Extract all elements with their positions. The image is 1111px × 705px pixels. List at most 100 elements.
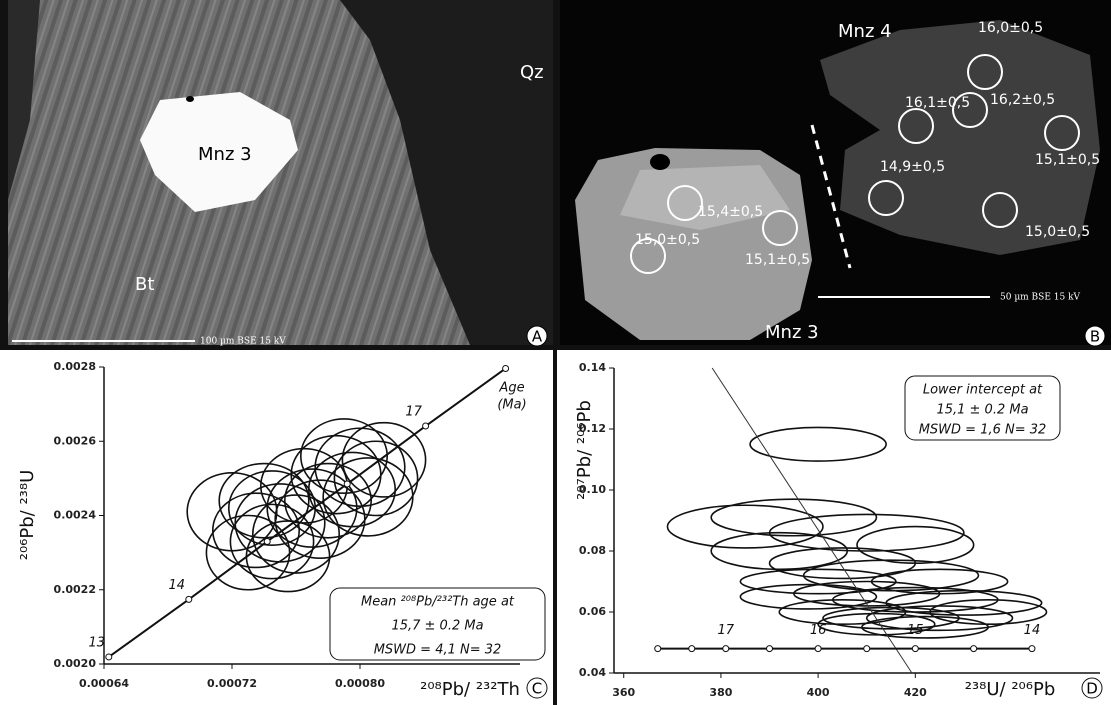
age-axis-title: Age xyxy=(498,381,524,396)
mineral-label: Mnz 3 xyxy=(198,144,252,165)
analysis-spot xyxy=(898,108,934,144)
x-tick-label: 0.00072 xyxy=(207,677,257,690)
analysis-spot xyxy=(630,238,666,274)
x-tick-label: 360 xyxy=(612,686,635,699)
error-ellipse xyxy=(212,492,301,569)
analysis-spot xyxy=(762,210,798,246)
error-ellipse xyxy=(341,421,427,498)
error-ellipse xyxy=(322,457,414,537)
y-tick-label: 0.12 xyxy=(579,422,606,435)
error-ellipse xyxy=(666,504,824,549)
age-label: 16 xyxy=(810,623,827,638)
error-ellipse xyxy=(299,418,388,495)
age-marker xyxy=(766,645,774,653)
error-ellipse xyxy=(749,426,887,462)
age-marker xyxy=(814,645,822,653)
spot-age: 15,0±0,5 xyxy=(1025,224,1090,240)
y-tick-label: 0.06 xyxy=(579,605,606,618)
error-ellipse xyxy=(778,598,907,625)
age-marker xyxy=(343,480,351,488)
y-tick-label: 0.0024 xyxy=(54,509,97,522)
error-ellipse xyxy=(252,494,341,574)
age-label: 15 xyxy=(907,623,924,638)
error-ellipse xyxy=(205,514,291,591)
age-marker xyxy=(970,645,978,653)
age-label: 17 xyxy=(405,405,422,420)
error-ellipse xyxy=(739,583,878,610)
y-tick-label: 0.0022 xyxy=(54,583,96,596)
x-tick-label: 400 xyxy=(807,686,830,699)
annotation: MSWD = 4,1 N= 32 xyxy=(374,643,502,658)
panel-badge xyxy=(1084,325,1106,347)
error-ellipse xyxy=(218,462,310,539)
panel-badge xyxy=(526,325,548,347)
spot-age: 16,0±0,5 xyxy=(978,20,1043,36)
error-ellipse xyxy=(710,531,849,571)
x-tick-label: 380 xyxy=(709,686,732,699)
age-marker xyxy=(688,645,696,653)
panel-badge xyxy=(1081,677,1103,699)
x-tick-label: 0.00080 xyxy=(335,677,385,690)
mineral-label: Qz xyxy=(520,62,544,83)
error-ellipse xyxy=(333,440,419,517)
error-ellipse xyxy=(229,503,315,580)
panel-label: B xyxy=(1090,328,1100,346)
error-ellipse xyxy=(929,598,1048,625)
spot-age: 15,1±0,5 xyxy=(745,252,810,268)
age-label: 14 xyxy=(169,578,186,593)
panel-label: C xyxy=(532,680,542,698)
age-marker xyxy=(105,653,113,661)
age-marker xyxy=(502,364,510,372)
scale-bar-label: 100 µm BSE 15 kV xyxy=(200,337,286,347)
y-tick-label: 0.0026 xyxy=(54,434,97,447)
panel-b-image xyxy=(560,0,1111,345)
annotation: Mean ²⁰⁸Pb/²³²Th age at xyxy=(361,595,515,610)
discordia-line xyxy=(711,367,913,674)
age-marker xyxy=(863,645,871,653)
concordia-curve xyxy=(108,367,507,658)
spot-age: 16,2±0,5 xyxy=(990,92,1055,108)
mineral-label: Bt xyxy=(135,274,154,295)
error-ellipse xyxy=(768,547,917,580)
x-axis-label: ²³⁸U/ ²⁰⁶Pb xyxy=(965,679,1056,700)
age-marker xyxy=(911,645,919,653)
annotation: 15,7 ± 0.2 Ma xyxy=(391,619,483,634)
analysis-spot xyxy=(1044,115,1080,151)
error-ellipse xyxy=(283,462,372,539)
age-marker xyxy=(263,537,271,545)
spot-age: 15,0±0,5 xyxy=(635,232,700,248)
analysis-spot xyxy=(667,185,703,221)
y-axis-label: ²⁰⁶Pb/ ²³⁸U xyxy=(17,470,38,561)
spot-age: 15,4±0,5 xyxy=(698,204,763,220)
error-ellipse xyxy=(861,615,990,639)
age-marker xyxy=(654,645,662,653)
analysis-spot xyxy=(868,180,904,216)
age-label: 13 xyxy=(89,635,106,650)
analysis-spot xyxy=(967,54,1003,90)
x-tick-label: 420 xyxy=(904,686,927,699)
y-tick-label: 0.0020 xyxy=(54,657,97,670)
error-ellipse xyxy=(266,468,358,548)
analysis-spot xyxy=(982,192,1018,228)
age-marker xyxy=(185,595,193,603)
scale-bar-label: 50 µm BSE 15 kV xyxy=(1000,293,1081,303)
y-tick-label: 0.08 xyxy=(579,544,606,557)
age-marker xyxy=(422,422,430,430)
analysis-spot xyxy=(952,92,988,128)
grain-label: Mnz 4 xyxy=(838,21,892,42)
spot-age: 14,9±0,5 xyxy=(880,159,945,175)
y-axis-label: ²⁰⁷Pb/ ²⁰⁶Pb xyxy=(574,400,595,500)
spot-age: 15,1±0,5 xyxy=(1035,152,1100,168)
age-marker xyxy=(722,645,730,653)
annotation: MSWD = 1,6 N= 32 xyxy=(919,423,1047,438)
y-tick-label: 0.04 xyxy=(579,666,606,679)
error-ellipse xyxy=(793,580,941,607)
error-ellipse xyxy=(314,427,406,508)
spot-age: 16,1±0,5 xyxy=(905,95,970,111)
error-ellipse xyxy=(234,483,326,563)
panel-label: D xyxy=(1086,680,1098,698)
grain-label: Mnz 3 xyxy=(765,322,819,343)
age-marker xyxy=(1028,645,1036,653)
error-ellipse xyxy=(739,568,897,595)
